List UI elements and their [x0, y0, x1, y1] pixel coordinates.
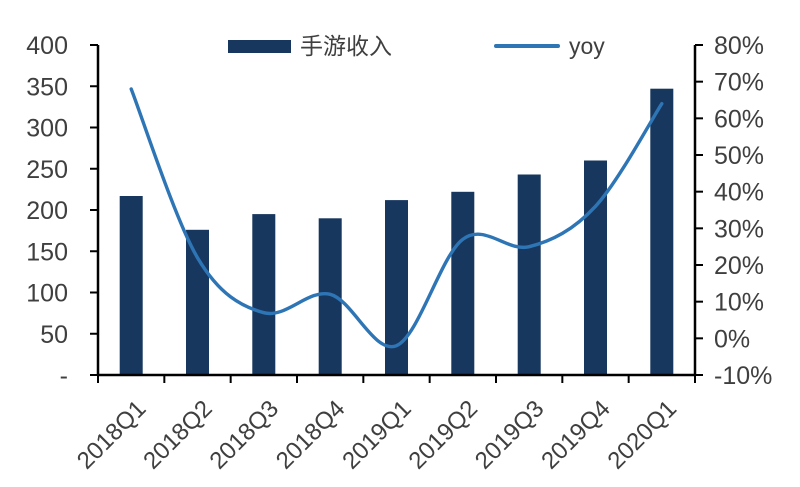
x-axis-category-label: 2018Q4 — [271, 395, 350, 474]
y-axis-left-tick-label: 50 — [40, 321, 68, 349]
y-axis-left-tick-label: 150 — [26, 238, 68, 266]
y-axis-left-tick-label: 300 — [26, 115, 68, 143]
revenue-bar — [318, 218, 342, 376]
revenue-bar — [186, 229, 209, 375]
y-axis-right-tick-label: 10% — [714, 289, 764, 317]
x-axis-category-label: 2019Q2 — [404, 395, 483, 474]
y-axis-left-tick-label: 200 — [26, 197, 68, 225]
y-axis-right-tick-label: 50% — [714, 142, 764, 170]
revenue-bar — [119, 196, 143, 375]
y-axis-right-tick-label: 20% — [714, 252, 764, 280]
y-axis-left-tick-label: - — [60, 362, 68, 390]
y-axis-left-tick-label: 100 — [26, 280, 68, 308]
revenue-bar — [650, 88, 674, 375]
revenue-bar — [451, 191, 475, 375]
x-axis-category-label: 2018Q2 — [138, 395, 217, 474]
revenue-bar — [584, 160, 607, 375]
y-axis-left-tick-label: 400 — [26, 32, 68, 60]
y-axis-right-tick-label: 40% — [714, 179, 764, 207]
x-axis-category-label: 2020Q1 — [603, 395, 682, 474]
revenue-bar — [252, 214, 276, 375]
y-axis-left-tick-label: 350 — [26, 73, 68, 101]
revenue-bar — [385, 200, 408, 375]
y-axis-right-tick-label: 70% — [714, 69, 764, 97]
x-axis-category-label: 2019Q1 — [337, 395, 416, 474]
x-axis-category-label: 2018Q1 — [72, 395, 151, 474]
y-axis-right-tick-label: 80% — [714, 32, 764, 60]
y-axis-right-tick-label: -10% — [714, 362, 772, 390]
y-axis-right-tick-label: 30% — [714, 215, 764, 243]
x-axis-category-label: 2019Q4 — [536, 395, 615, 474]
x-axis-category-label: 2018Q3 — [205, 395, 284, 474]
y-axis-right-tick-label: 60% — [714, 105, 764, 133]
y-axis-left-tick-label: 250 — [26, 156, 68, 184]
x-axis-category-label: 2019Q3 — [470, 395, 549, 474]
revenue-bar — [517, 174, 541, 375]
yoy-line — [129, 87, 664, 349]
y-axis-right-tick-label: 0% — [714, 325, 750, 353]
